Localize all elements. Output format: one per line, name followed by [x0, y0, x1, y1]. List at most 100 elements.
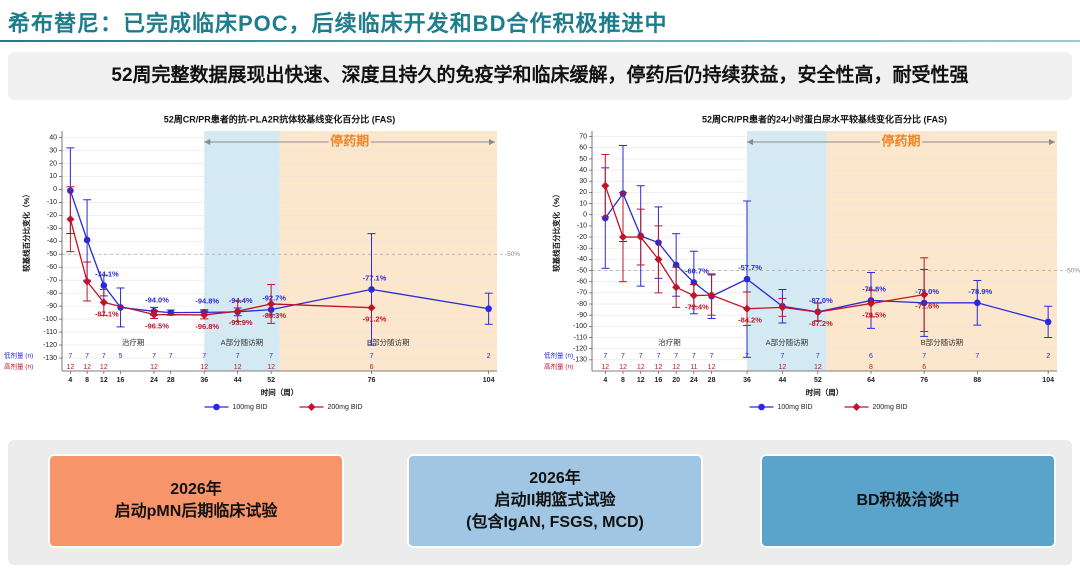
- x-tick-label: 36: [200, 377, 208, 384]
- y-tick-label: -110: [574, 334, 588, 341]
- data-point: [99, 298, 108, 307]
- y-tick-label: -30: [47, 225, 57, 232]
- data-point: [672, 283, 681, 292]
- chart-title: 52周CR/PR患者的24小时蛋白尿水平较基线变化百分比 (FAS): [702, 113, 947, 124]
- n-value: 7: [780, 353, 784, 360]
- y-tick-label: 30: [579, 178, 587, 185]
- n-value: 12: [708, 364, 716, 371]
- x-tick-label: 76: [920, 377, 928, 384]
- banner: 52周完整数据展现出快速、深度且持久的免疫学和临床缓解，停药后仍持续获益，安全性…: [8, 52, 1072, 100]
- legend-marker: [307, 403, 316, 411]
- y-tick-label: -90: [577, 312, 587, 319]
- y-tick-label: -60: [577, 279, 587, 286]
- data-point: [200, 310, 209, 319]
- value-label: -72.4%: [685, 303, 709, 312]
- x-tick-label: 76: [368, 377, 376, 384]
- x-tick-label: 4: [603, 377, 607, 384]
- n-value: 7: [975, 353, 979, 360]
- n-value: 2: [1046, 353, 1050, 360]
- n-value: 8: [869, 364, 873, 371]
- n-row-label: 低剂量 (n): [544, 351, 573, 360]
- y-tick-label: 0: [53, 186, 57, 193]
- n-value: 5: [119, 353, 123, 360]
- y-tick-label: -40: [577, 256, 587, 263]
- box-line: 启动II期篮式试验: [494, 492, 616, 509]
- y-tick-label: -20: [47, 212, 57, 219]
- phase-label: B部分随访期: [367, 337, 410, 347]
- x-tick-label: 4: [68, 377, 72, 384]
- x-tick-label: 28: [708, 377, 716, 384]
- y-tick-label: 60: [579, 145, 587, 152]
- data-point: [707, 291, 716, 300]
- legend-label: 200mg BID: [328, 404, 363, 411]
- y-tick-label: -70: [47, 277, 57, 284]
- y-tick-label: 10: [49, 173, 57, 180]
- y-tick-label: 50: [579, 156, 587, 163]
- data-point: [83, 277, 92, 286]
- n-value: 7: [603, 353, 607, 360]
- x-tick-label: 64: [867, 377, 875, 384]
- n-row-label: 高剂量 (n): [544, 362, 573, 371]
- n-value: 7: [68, 353, 72, 360]
- series-line: [69, 219, 372, 316]
- value-label: -78.9%: [968, 287, 992, 296]
- value-label: -96.8%: [195, 322, 219, 331]
- n-value: 2: [487, 353, 491, 360]
- arrow-head: [204, 139, 211, 145]
- legend-label: 100mg BID: [778, 404, 813, 411]
- x-tick-label: 16: [655, 377, 663, 384]
- n-row-label: 高剂量 (n): [4, 362, 33, 371]
- x-tick-label: 12: [637, 377, 645, 384]
- data-point: [743, 275, 751, 283]
- n-value: 12: [655, 364, 663, 371]
- box-line: BD积极洽谈中: [856, 492, 960, 509]
- x-tick-label: 52: [267, 377, 275, 384]
- y-tick-label: 20: [49, 160, 57, 167]
- x-tick-label: 88: [973, 377, 981, 384]
- x-tick-label: 44: [234, 377, 242, 384]
- y-tick-label: -130: [573, 357, 587, 364]
- value-label: -79.0%: [915, 287, 939, 296]
- phase-label: 治疗期: [658, 337, 681, 347]
- x-tick-label: 24: [690, 377, 698, 384]
- n-value: 7: [639, 353, 643, 360]
- slide-title: 希布替尼：已完成临床POC，后续临床开发和BD合作积极推进中: [8, 11, 668, 36]
- n-value: 7: [152, 353, 156, 360]
- arrow-head: [489, 139, 495, 145]
- x-tick-label: 8: [621, 377, 625, 384]
- box-line: 2026年: [170, 481, 222, 498]
- value-label: -57.7%: [738, 263, 762, 272]
- data-point: [813, 308, 822, 317]
- data-point: [920, 290, 929, 299]
- phase-band: [204, 131, 280, 371]
- data-point: [636, 233, 645, 242]
- arrow-head: [1049, 139, 1055, 145]
- y-axis-title: 较基线百分比变化（%）: [21, 190, 31, 272]
- data-point: [867, 299, 875, 308]
- value-label: -96.5%: [145, 322, 169, 331]
- value-label: -87.2%: [809, 319, 833, 328]
- n-value: 12: [66, 364, 74, 371]
- y-tick-label: -60: [47, 264, 57, 271]
- value-label: -77.1%: [363, 273, 387, 282]
- n-value: 11: [690, 364, 697, 371]
- y-axis-title: 较基线百分比变化（%）: [551, 190, 561, 272]
- data-point: [485, 305, 492, 313]
- data-point: [233, 307, 242, 316]
- chart: 70 60 50 40 30 20 10 0 -10 -20 -30 -40 -50 -60 -70 -80 -…: [544, 113, 1080, 411]
- title-rule: [0, 40, 1080, 42]
- y-tick-label: -120: [43, 342, 57, 349]
- phase-label: B部分随访期: [921, 337, 964, 347]
- phase-label: A部分随访期: [766, 337, 809, 347]
- milestones: 2026年 启动pMN后期临床试验 2026年 启动II期篮式试验 (包含IgAN, …: [8, 440, 1072, 565]
- stop-label: 停药期: [881, 133, 920, 148]
- n-value: 7: [674, 353, 678, 360]
- data-point: [267, 299, 276, 308]
- y-tick-label: -110: [44, 329, 58, 336]
- data-point: [368, 286, 375, 293]
- n-value: 12: [601, 364, 609, 371]
- value-label: -93.9%: [229, 318, 253, 327]
- n-value: 12: [619, 364, 627, 371]
- reference-label: -50%: [1065, 267, 1080, 274]
